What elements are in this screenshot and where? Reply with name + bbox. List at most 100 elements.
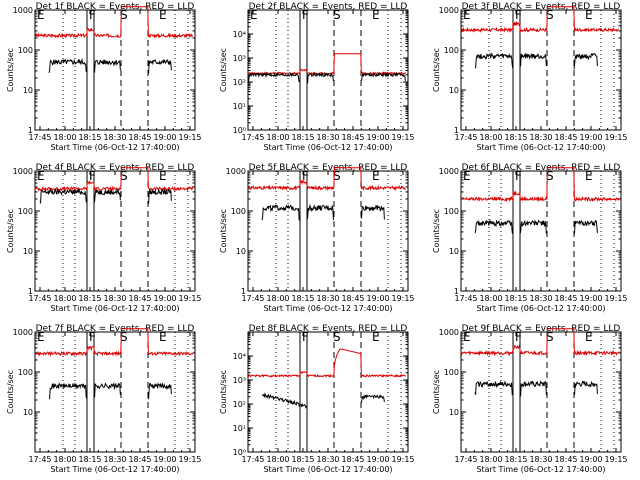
x-tick-label: 19:00	[153, 455, 176, 464]
x-tick-label: 18:15	[504, 294, 527, 303]
black-events-series	[519, 219, 547, 235]
x-tick-label: 18:00	[53, 133, 76, 142]
interval-marker-label: S	[120, 8, 128, 22]
black-events-series	[573, 53, 598, 70]
x-axis-label: Start Time (06-Oct-12 17:40:00)	[263, 143, 392, 152]
y-tick-label: 100	[444, 207, 459, 216]
x-tick-label: 18:15	[291, 294, 314, 303]
x-tick-label: 19:15	[604, 133, 627, 142]
y-tick-label: 10³	[233, 376, 246, 385]
black-events-series	[261, 204, 301, 221]
y-tick-label: 10⁰	[233, 126, 246, 135]
black-events-series	[247, 71, 301, 83]
y-tick-label: 1000	[13, 167, 33, 176]
x-tick-label: 19:15	[391, 133, 414, 142]
x-tick-label: 18:30	[316, 133, 339, 142]
x-tick-label: 18:45	[554, 133, 577, 142]
x-tick-label: 18:15	[291, 133, 314, 142]
chart-title: Det 6f BLACK = Events, RED = LLD	[462, 163, 621, 173]
y-tick-label: 10	[449, 408, 459, 417]
interval-marker-label: E	[585, 330, 593, 344]
x-tick-label: 18:00	[266, 133, 289, 142]
interval-marker-label: E	[250, 8, 258, 22]
x-axis-label: Start Time (06-Oct-12 17:40:00)	[50, 143, 179, 152]
x-tick-label: 18:30	[103, 294, 126, 303]
plot-frame	[247, 331, 409, 453]
interval-marker-label: S	[333, 169, 341, 183]
chart-title: Det 2f BLACK = Events, RED = LLD	[249, 2, 408, 12]
y-tick-label: 1000	[226, 167, 246, 176]
x-tick-label: 18:00	[479, 294, 502, 303]
interval-marker-label: F	[302, 8, 309, 22]
interval-marker-label: E	[159, 330, 167, 344]
chart-title: Det 5f BLACK = Events, RED = LLD	[249, 163, 408, 173]
x-tick-label: 17:45	[241, 455, 264, 464]
x-tick-label: 18:00	[53, 455, 76, 464]
red-lld-series	[460, 6, 619, 33]
black-events-series	[93, 187, 121, 203]
x-tick-label: 19:15	[391, 294, 414, 303]
interval-marker-label: F	[89, 330, 96, 344]
black-events-series	[360, 204, 385, 220]
chart-title: Det 8f BLACK = Events, RED = LLD	[249, 324, 408, 334]
y-tick-label: 10	[23, 247, 33, 256]
x-axis-label: Start Time (06-Oct-12 17:40:00)	[263, 465, 392, 474]
black-events-series	[261, 392, 307, 409]
y-tick-label: 10	[449, 247, 459, 256]
x-tick-label: 19:00	[579, 133, 602, 142]
x-tick-label: 17:45	[28, 294, 51, 303]
y-tick-label: 1	[454, 287, 459, 296]
y-axis-label: Counts/sec	[432, 370, 441, 414]
x-tick-label: 17:45	[28, 133, 51, 142]
y-tick-label: 1000	[13, 328, 33, 337]
y-tick-label: 10	[23, 86, 33, 95]
x-tick-label: 19:15	[178, 133, 201, 142]
x-tick-label: 18:45	[341, 133, 364, 142]
x-tick-label: 18:45	[341, 294, 364, 303]
y-tick-label: 10⁰	[233, 448, 246, 457]
black-events-series	[147, 59, 172, 75]
x-tick-label: 18:45	[128, 133, 151, 142]
x-tick-label: 18:45	[128, 294, 151, 303]
black-events-series	[48, 57, 87, 74]
black-events-series	[93, 382, 121, 398]
y-axis-label: Counts/sec	[432, 48, 441, 92]
x-tick-label: 18:30	[103, 455, 126, 464]
y-tick-label: 1000	[439, 167, 459, 176]
y-tick-label: 10²	[233, 400, 246, 409]
y-tick-label: 1000	[13, 6, 33, 15]
interval-marker-label: E	[585, 169, 593, 183]
x-tick-label: 18:30	[316, 455, 339, 464]
x-tick-label: 19:00	[579, 455, 602, 464]
x-tick-label: 18:30	[103, 133, 126, 142]
x-tick-label: 19:15	[391, 455, 414, 464]
y-axis-label: Counts/sec	[219, 209, 228, 253]
interval-marker-label: F	[302, 169, 309, 183]
red-lld-series	[460, 167, 620, 203]
x-tick-label: 18:15	[504, 455, 527, 464]
x-tick-label: 18:00	[266, 455, 289, 464]
black-events-series	[474, 380, 514, 396]
x-tick-label: 19:15	[178, 455, 201, 464]
y-tick-label: 100	[231, 207, 246, 216]
interval-marker-label: S	[120, 169, 128, 183]
x-tick-label: 19:15	[604, 455, 627, 464]
x-axis-label: Start Time (06-Oct-12 17:40:00)	[50, 465, 179, 474]
x-tick-label: 17:45	[28, 455, 51, 464]
plot-frame	[460, 9, 622, 131]
black-events-series	[519, 379, 547, 397]
y-tick-label: 1000	[439, 328, 459, 337]
red-lld-series	[34, 328, 194, 358]
x-tick-label: 18:15	[291, 455, 314, 464]
black-events-series	[474, 52, 514, 69]
chart-title: Det 3f BLACK = Events, RED = LLD	[462, 2, 621, 12]
black-events-series	[39, 188, 88, 205]
interval-marker-label: F	[515, 8, 522, 22]
y-tick-label: 10³	[233, 54, 246, 63]
